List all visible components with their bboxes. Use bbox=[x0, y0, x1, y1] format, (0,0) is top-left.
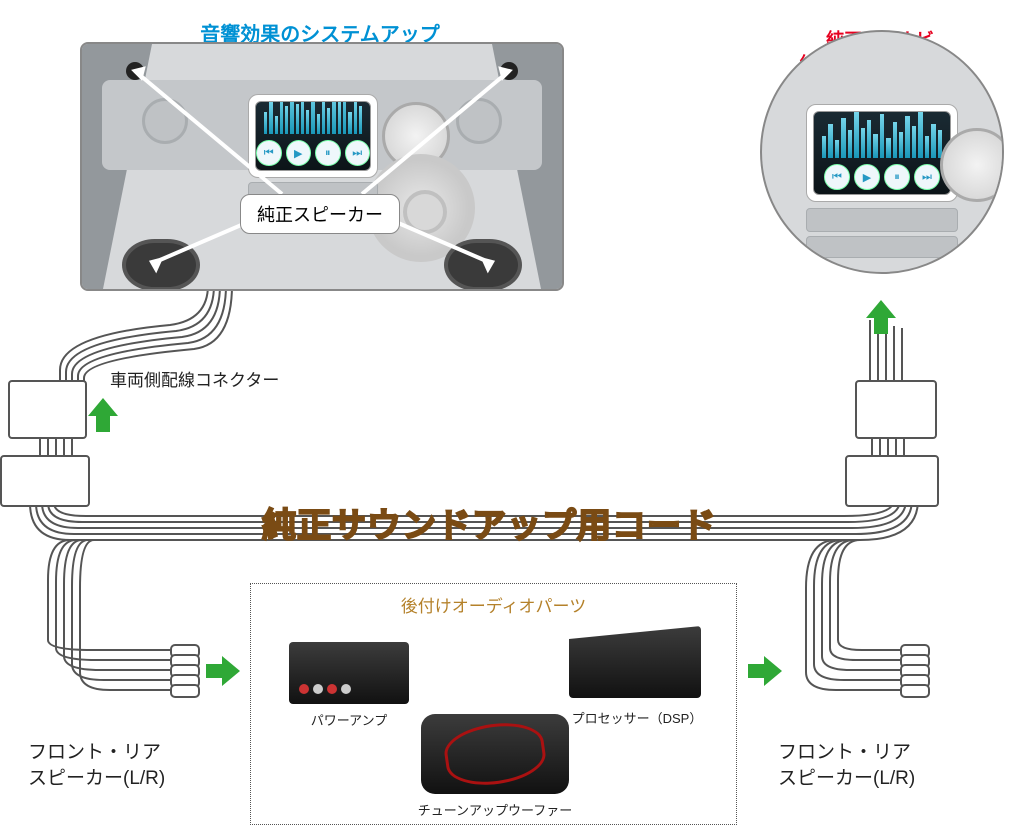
media-button: ⏮ bbox=[824, 164, 850, 190]
head-unit-large: ⏮▶⏸⏭ bbox=[806, 104, 958, 202]
connector-right-bottom bbox=[845, 455, 939, 507]
parts-title: 後付けオーディオパーツ bbox=[251, 592, 736, 617]
connector-right-top bbox=[855, 380, 937, 439]
part-dsp-label: プロセッサー（DSP） bbox=[551, 708, 723, 727]
arrow-up-left bbox=[88, 398, 118, 432]
connector-left-top bbox=[8, 380, 87, 439]
arrow-right-out bbox=[748, 656, 782, 686]
main-yellow-label: 純正サウンドアップ用コード bbox=[262, 498, 717, 547]
arrow-up-right bbox=[866, 300, 896, 334]
arrow-right-to-parts bbox=[206, 656, 240, 686]
part-dsp bbox=[569, 626, 701, 698]
head-unit-controls: ⏮▶⏸⏭ bbox=[814, 164, 950, 190]
navi-circle: ⏮▶⏸⏭ bbox=[760, 30, 1004, 274]
gauge-icon bbox=[940, 128, 1004, 202]
part-woofer-label: チューンアップウーファー bbox=[401, 800, 589, 819]
factory-speaker-label: 純正スピーカー bbox=[240, 194, 400, 234]
fr-speaker-left-label: フロント・リア スピーカー(L/R) bbox=[28, 740, 165, 791]
part-woofer bbox=[421, 714, 569, 794]
media-button: ⏸ bbox=[884, 164, 910, 190]
connector-left-bottom bbox=[0, 455, 90, 507]
equalizer-icon bbox=[820, 118, 944, 160]
part-amp-label: パワーアンプ bbox=[271, 710, 427, 729]
media-button: ⏭ bbox=[914, 164, 940, 190]
media-button: ▶ bbox=[854, 164, 880, 190]
parts-box: 後付けオーディオパーツ パワーアンプ プロセッサー（DSP） チューンアップウー… bbox=[250, 583, 737, 825]
dashboard: ⏮▶⏸⏭ 純正スピーカー bbox=[80, 42, 564, 291]
part-amp bbox=[289, 642, 409, 704]
fr-speaker-right-label: フロント・リア スピーカー(L/R) bbox=[778, 740, 915, 791]
connector-label: 車両側配線コネクター bbox=[110, 366, 279, 391]
pointer-lines bbox=[82, 44, 562, 289]
